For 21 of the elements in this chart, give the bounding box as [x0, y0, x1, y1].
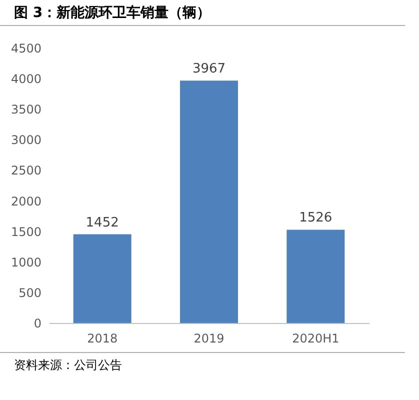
- y-tick-label: 500: [18, 286, 42, 300]
- y-tick-label: 1000: [10, 255, 42, 270]
- bar: [286, 230, 345, 323]
- data-label: 3967: [192, 62, 226, 77]
- y-tick-label: 4500: [10, 42, 42, 56]
- bar: [73, 234, 132, 323]
- text: 资料来源：公司公告: [0, 352, 405, 374]
- x-tick-label: 2018: [87, 332, 118, 346]
- y-tick-label: 4000: [10, 72, 42, 86]
- x-tick-label: 2019: [194, 332, 224, 346]
- chart-title: 图 3：新能源环卫车销量（辆）: [0, 0, 405, 26]
- data-label: 1452: [86, 215, 119, 230]
- y-tick-label: 2500: [10, 164, 42, 178]
- data-label: 1526: [299, 210, 332, 226]
- x-tick-label: 2020H1: [292, 332, 340, 346]
- y-tick-label: 2000: [10, 194, 42, 208]
- y-tick-label: 3500: [10, 102, 42, 117]
- y-tick-label: 1500: [10, 224, 42, 239]
- y-tick-label: 3000: [10, 133, 42, 148]
- bar: [180, 80, 238, 323]
- y-tick-label: 0: [34, 316, 42, 330]
